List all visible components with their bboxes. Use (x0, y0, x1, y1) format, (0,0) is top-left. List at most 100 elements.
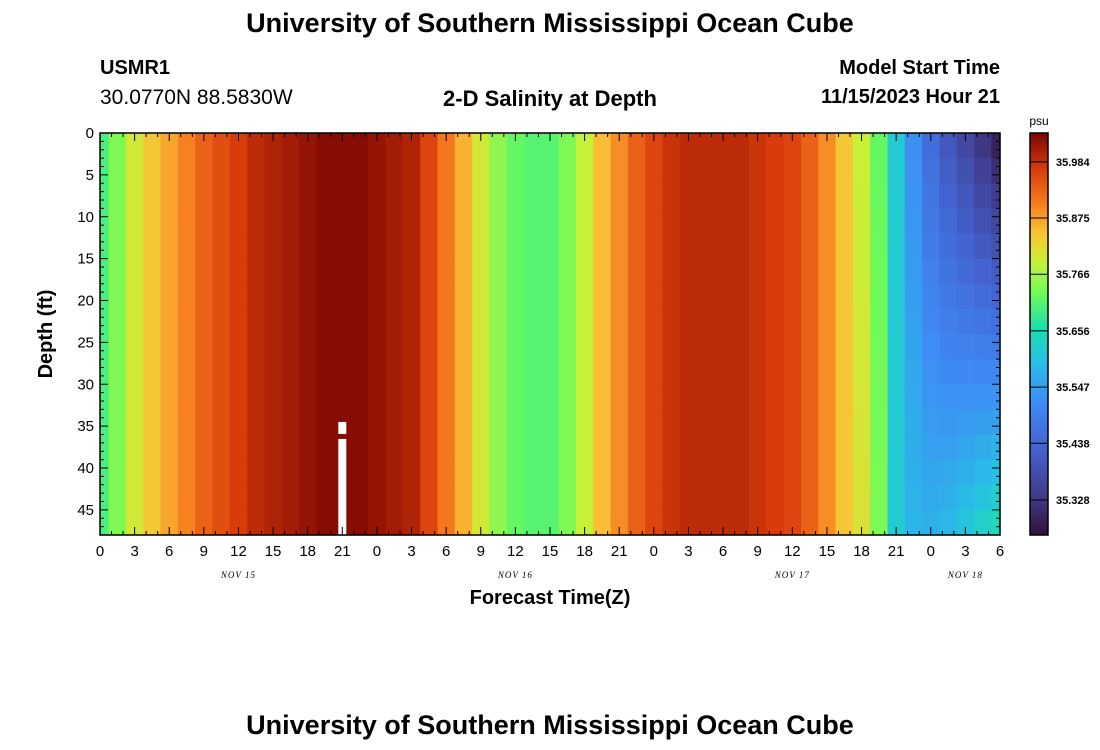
heatmap-cell (783, 384, 802, 410)
heatmap-cell (454, 233, 473, 260)
heatmap-cell (333, 258, 352, 285)
heatmap-cell (316, 384, 335, 410)
heatmap-cell (472, 384, 491, 410)
x-tick-label: 18 (299, 543, 316, 560)
heatmap-cell (385, 183, 404, 209)
heatmap-cell (350, 208, 369, 235)
heatmap-cell (870, 484, 889, 511)
heatmap-cell (610, 384, 629, 410)
heatmap-cell (800, 384, 819, 410)
heatmap-cell (281, 359, 300, 385)
heatmap-cell (368, 133, 387, 159)
heatmap-cell (299, 484, 317, 511)
heatmap-cell (454, 409, 473, 436)
heatmap-cell (714, 258, 733, 285)
heatmap-cell (645, 434, 664, 461)
heatmap-cell (212, 133, 231, 159)
x-tick-label: 6 (719, 543, 727, 560)
page-title: University of Southern Mississippi Ocean… (246, 8, 854, 38)
heatmap-cell (506, 308, 525, 335)
heatmap-cell (974, 359, 992, 385)
heatmap-cell (679, 334, 698, 360)
heatmap-cell (991, 509, 1001, 536)
heatmap-cell (974, 434, 992, 461)
heatmap-cell (506, 208, 525, 235)
heatmap-cell (835, 183, 854, 209)
heatmap-cell (368, 258, 387, 285)
heatmap-cell (593, 409, 612, 436)
heatmap-cell (472, 208, 491, 235)
heatmap-cell (766, 183, 785, 209)
x-tick-label: 12 (230, 543, 247, 560)
heatmap-cell (177, 183, 196, 209)
x-tick-label: 9 (477, 543, 485, 560)
heatmap-cell (420, 334, 439, 360)
heatmap-cell (264, 459, 283, 486)
heatmap-cell (333, 283, 352, 310)
heatmap-cell (316, 183, 335, 209)
heatmap-cell (247, 459, 266, 486)
heatmap-cell (749, 208, 767, 235)
heatmap-cell (299, 434, 317, 461)
heatmap-cell (472, 133, 491, 159)
heatmap-cell (541, 233, 560, 260)
heatmap-cell (800, 359, 819, 385)
heatmap-cell (541, 459, 560, 486)
x-tick-label: 3 (407, 543, 415, 560)
heatmap-cell (749, 283, 767, 310)
heatmap-cell (766, 308, 785, 335)
heatmap-cell (645, 384, 664, 410)
colorbar-unit: psu (1029, 114, 1048, 128)
heatmap-cell (541, 158, 560, 184)
heatmap-cell (143, 308, 162, 335)
heatmap-cell (593, 359, 612, 385)
heatmap-cell (437, 384, 456, 410)
heatmap-cell (316, 509, 335, 536)
heatmap-cell (991, 158, 1001, 184)
heatmap-cell (974, 233, 992, 260)
heatmap-cell (177, 509, 196, 536)
heatmap-cell (679, 384, 698, 410)
x-tick-label: 15 (542, 543, 559, 560)
heatmap-cell (247, 208, 266, 235)
heatmap-cell (472, 434, 491, 461)
heatmap-cell (402, 359, 421, 385)
heatmap-cell (904, 283, 923, 310)
heatmap-cell (939, 258, 958, 285)
heatmap-cell (333, 308, 352, 335)
heatmap-cell (956, 484, 975, 511)
heatmap-cell (956, 183, 975, 209)
heatmap-cell (783, 308, 802, 335)
heatmap-cell (177, 233, 196, 260)
heatmap-cell (852, 233, 871, 260)
heatmap-cell (974, 484, 992, 511)
heatmap-cell (662, 484, 681, 511)
heatmap-cell (749, 384, 767, 410)
heatmap-cell (350, 434, 369, 461)
heatmap-cell (818, 334, 837, 360)
heatmap-cell (368, 233, 387, 260)
heatmap-cell (593, 233, 612, 260)
heatmap-cell (350, 258, 369, 285)
heatmap-cell (593, 308, 612, 335)
heatmap-cell (195, 283, 214, 310)
heatmap-cell (100, 434, 110, 461)
colorbar-tick-label: 35.328 (1056, 495, 1090, 507)
heatmap-cell (454, 459, 473, 486)
heatmap-cell (593, 183, 612, 209)
heatmap-cell (299, 208, 317, 235)
heatmap-cell (697, 334, 716, 360)
heatmap-cell (939, 158, 958, 184)
heatmap-cell (904, 459, 923, 486)
heatmap-cell (610, 359, 629, 385)
heatmap-cell (316, 158, 335, 184)
footer-title: University of Southern Mississippi Ocean… (246, 710, 854, 740)
heatmap-cell (108, 409, 127, 436)
x-tick-label: 6 (996, 543, 1004, 560)
heatmap-cell (922, 359, 941, 385)
heatmap-cell (524, 509, 542, 536)
heatmap-cell (541, 509, 560, 536)
heatmap-cell (887, 409, 906, 436)
heatmap-cell (593, 258, 612, 285)
heatmap-cell (281, 258, 300, 285)
